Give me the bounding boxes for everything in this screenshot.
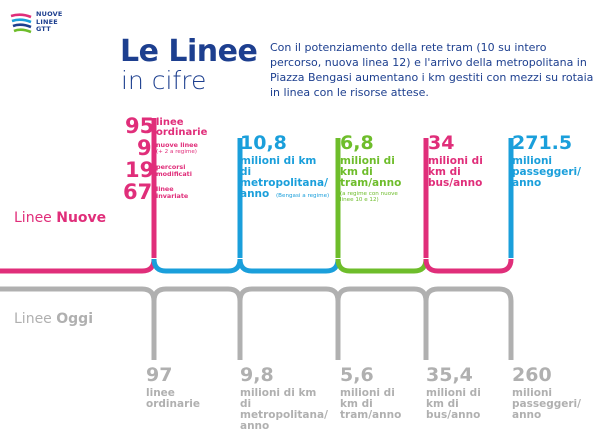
oggi-metro-value: 9,8 (240, 364, 274, 386)
nuove-bus-label: milioni di km di bus/anno (428, 155, 483, 189)
nuove-bus-value: 34 (428, 132, 455, 154)
row-label-oggi-prefix: Linee (14, 311, 52, 327)
nuove-tram-label: milioni di km di tram/anno (340, 155, 402, 189)
page-title: Le Linee (120, 34, 258, 69)
logo-line-3: GTT (36, 25, 51, 33)
logo-line-2: LINEE (36, 17, 58, 26)
oggi-bus-value: 35,4 (426, 364, 473, 386)
oggi-bus-label: milioni di km di bus/anno (426, 387, 481, 421)
oggi-tram-block: 5,6 milioni di km di tram/anno (340, 366, 422, 421)
nuove-nuovelinee-label: nuove linee (+ 2 a regime) (156, 141, 198, 156)
nuove-invariate-row: 67 (123, 182, 152, 204)
gtt-logo: NUOVE LINEE GTT (9, 9, 69, 39)
row-label-nuove-prefix: Linee (14, 210, 52, 226)
nuove-percorsi-label-2: modificati (156, 170, 192, 178)
nuove-track-blue (151, 258, 243, 274)
nuove-percorsi-label: percorsi modificati (156, 164, 192, 178)
oggi-passeggeri-label: milioni passeggeri/ anno (512, 387, 581, 421)
nuove-percorsi-row: 19 (125, 160, 154, 182)
row-label-nuove-strong: Nuove (56, 210, 107, 226)
oggi-passeggeri-block: 260 milioni passeggeri/ anno (512, 366, 596, 421)
nuove-metro-block: 10,8 milioni di km di metropolitana/ ann… (240, 134, 336, 200)
nuove-invariate-label-2: invariate (156, 192, 189, 200)
nuove-linee-value: 95 (125, 114, 155, 138)
nuove-invariate-label-1: linee (156, 185, 174, 193)
oggi-linee-value: 97 (146, 364, 173, 386)
oggi-bus-block: 35,4 milioni di km di bus/anno (426, 366, 502, 421)
oggi-metro-label: milioni di km di metropolitana/ anno (240, 387, 328, 432)
row-label-oggi-strong: Oggi (56, 311, 93, 327)
logo-line-1: NUOVE (36, 10, 63, 18)
nuove-tram-note: (a regime con nuove linee 10 e 12) (340, 191, 398, 203)
nuove-linee-label-1: linee (156, 117, 184, 128)
nuove-linee-label-2: ordinarie (156, 126, 208, 138)
logo-stripes-icon (10, 13, 32, 34)
row-label-nuove: Linee Nuove (14, 210, 106, 226)
nuove-track-blue-b (237, 258, 341, 274)
row-label-oggi: Linee Oggi (14, 311, 93, 327)
intro-text: Con il potenziamento della rete tram (10… (270, 41, 594, 99)
nuove-tram-value: 6,8 (340, 132, 374, 154)
nuove-linee-label: linee ordinarie (156, 118, 207, 137)
oggi-track (0, 286, 514, 360)
oggi-passeggeri-value: 260 (512, 364, 552, 386)
nuove-metro-value: 10,8 (240, 132, 287, 154)
nuove-track-pink (0, 258, 157, 274)
nuove-tram-block: 6,8 milioni di km di tram/anno (a regime… (340, 132, 422, 204)
oggi-metro-block: 9,8 milioni di km di metropolitana/ anno (240, 366, 332, 432)
nuove-invariate-label: linee invariate (156, 186, 188, 200)
oggi-tram-label: milioni di km di tram/anno (340, 387, 402, 421)
nuove-nuovelinee-label-2: (+ 2 a regime) (156, 149, 197, 155)
oggi-tram-value: 5,6 (340, 364, 374, 386)
nuove-metro-note: (Bengasi a regime) (276, 193, 330, 199)
nuove-passeggeri-block: 271.5 milioni passeggeri/ anno (512, 134, 596, 189)
nuove-percorsi-label-1: percorsi (156, 163, 186, 171)
nuove-nuovelinee-row: 9 (137, 138, 152, 160)
oggi-linee-label: linee ordinarie (146, 387, 200, 410)
nuove-track-pink-b (423, 258, 514, 274)
nuove-bus-block: 34 milioni di km di bus/anno (428, 134, 504, 189)
nuove-passeggeri-value: 271.5 (512, 132, 573, 154)
oggi-linee-block: 97 linee ordinarie (146, 366, 226, 410)
nuove-passeggeri-label: milioni passeggeri/ anno (512, 155, 581, 189)
nuove-track-green (335, 258, 429, 274)
nuove-metro-label: milioni di km di metropolitana/ anno (240, 155, 328, 200)
nuove-invariate-value: 67 (123, 180, 153, 204)
nuove-nuovelinee-label-1: nuove linee (156, 141, 198, 149)
nuove-nuovelinee-value: 9 (137, 136, 152, 160)
nuove-linee-row: 95 (125, 116, 154, 138)
nuove-percorsi-value: 19 (125, 158, 155, 182)
page-subtitle: in cifre (121, 66, 207, 95)
